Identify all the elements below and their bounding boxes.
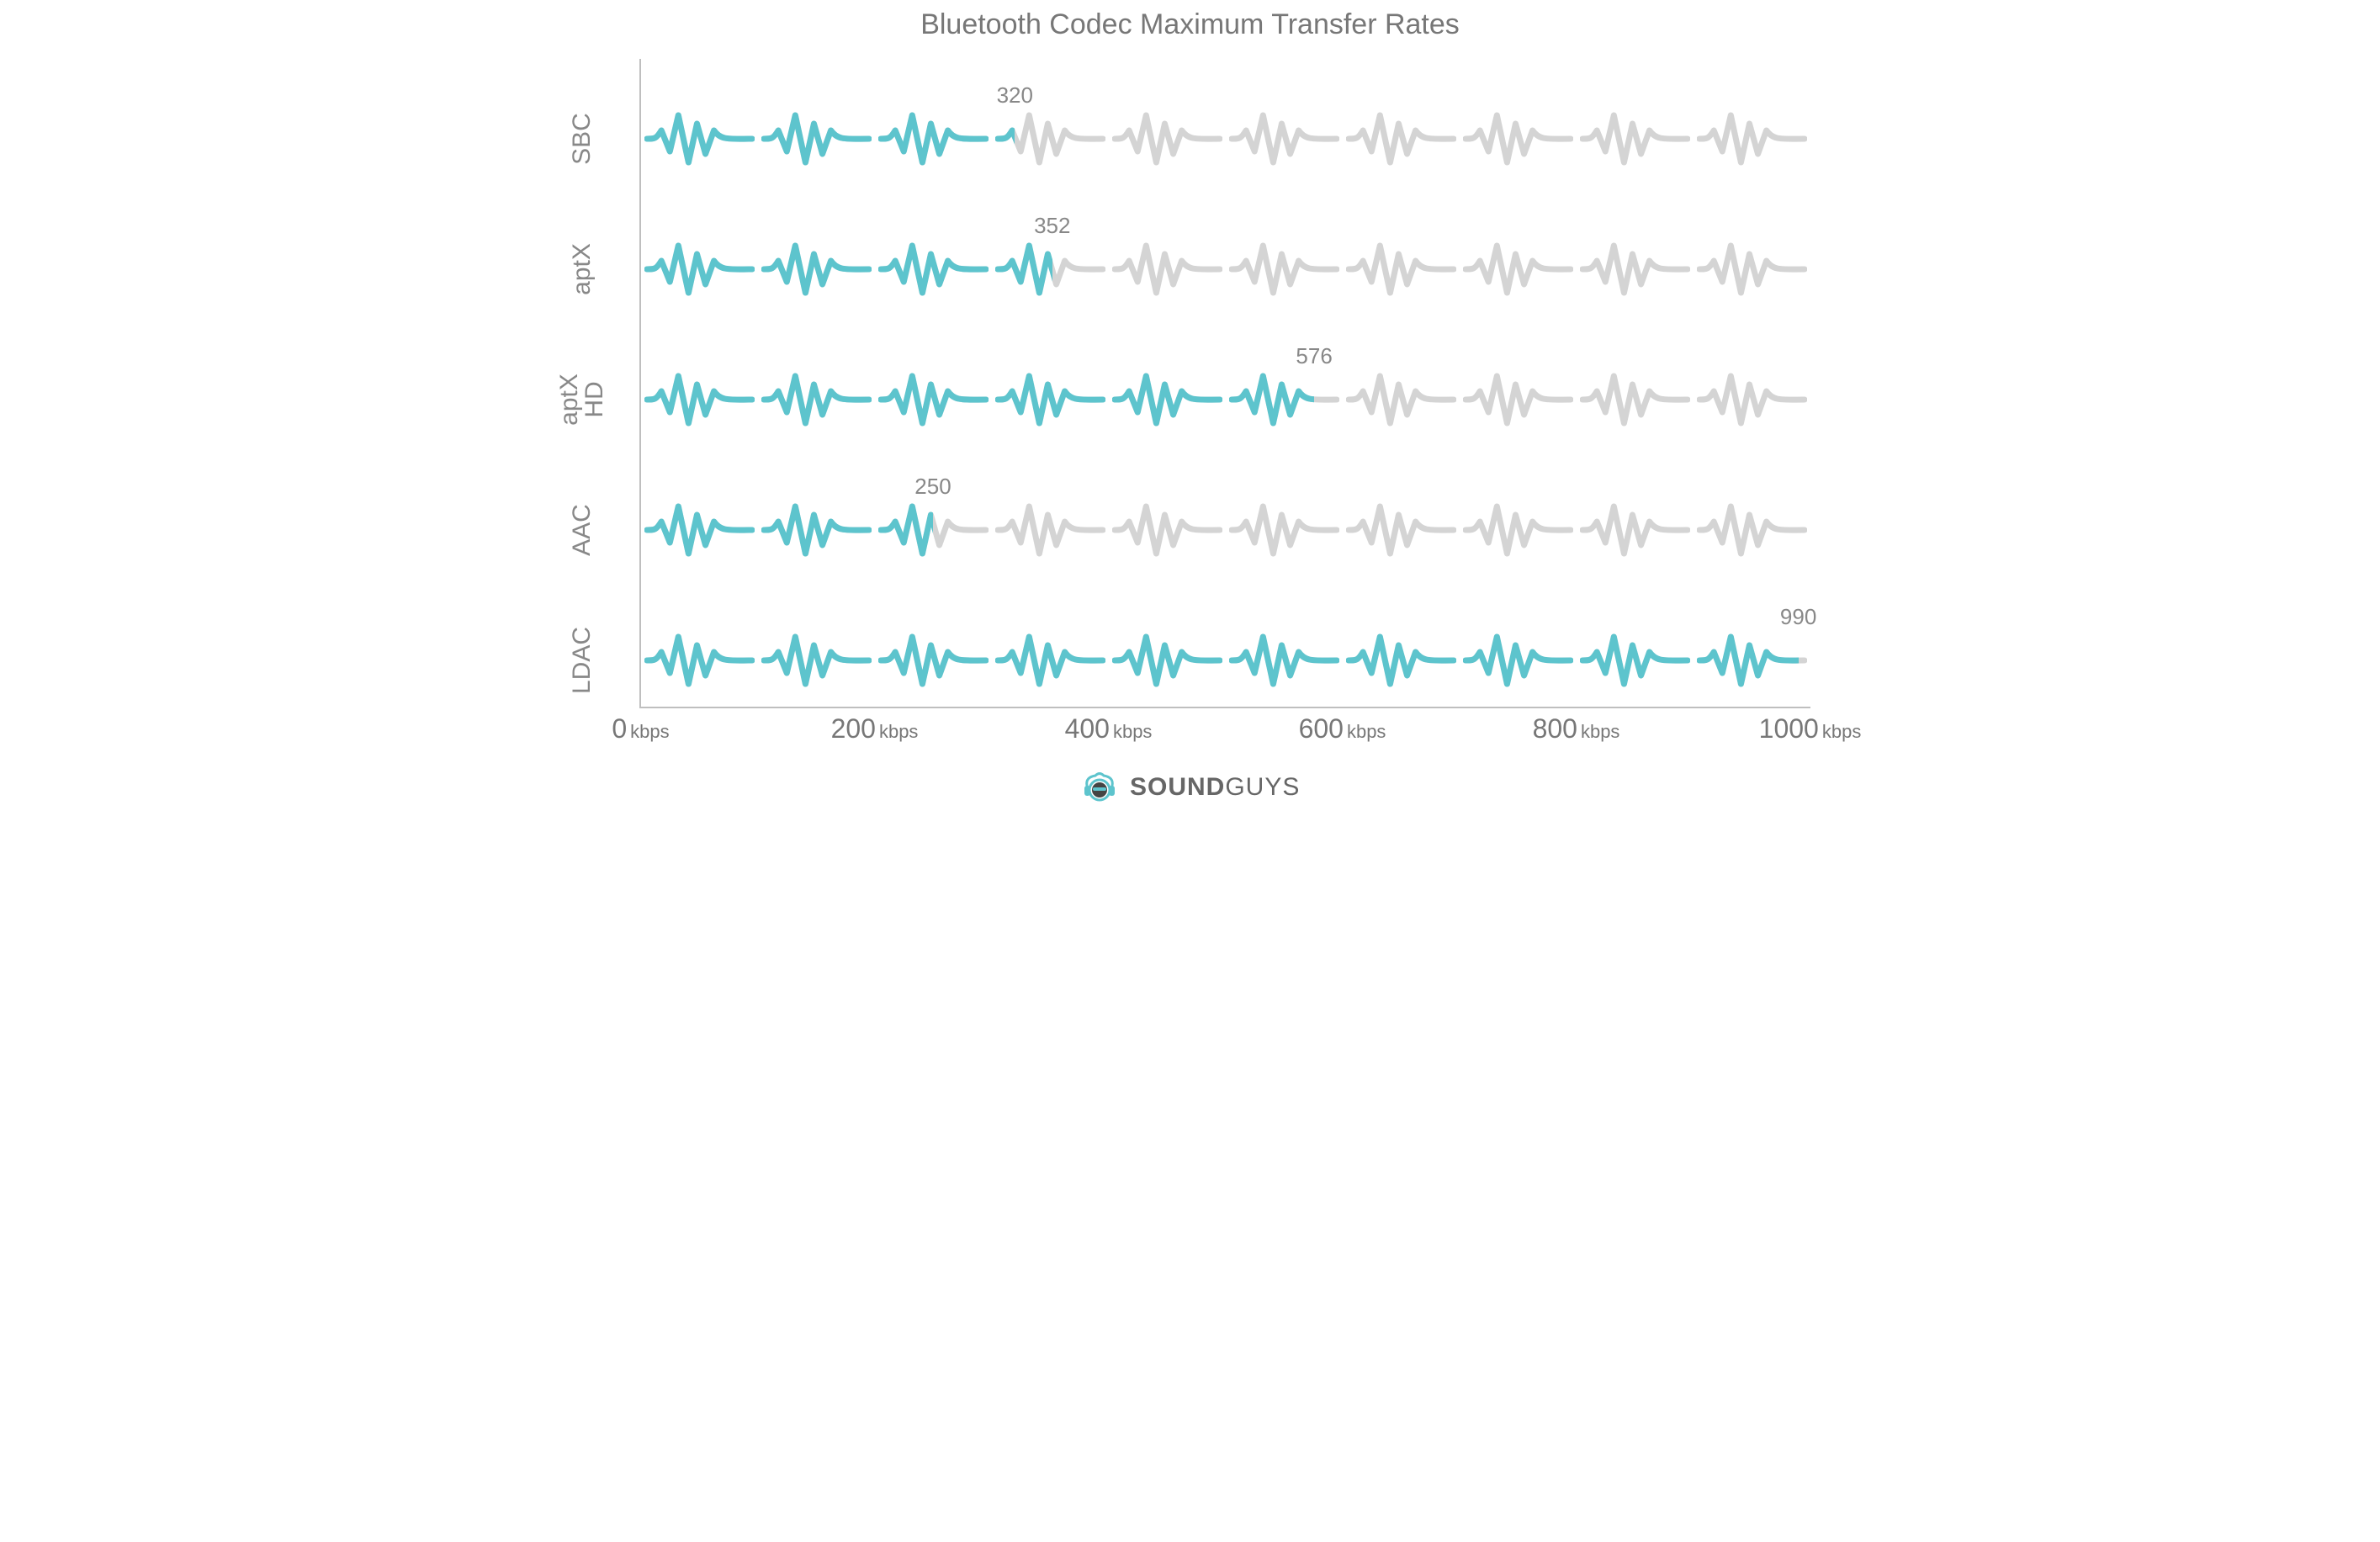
codec-row: aptXHD576 — [641, 353, 1810, 446]
wave-unit-active — [875, 627, 992, 694]
wave-unit-inactive — [1343, 236, 1460, 303]
y-axis-label: aptX — [568, 219, 596, 320]
wave-unit-active — [758, 366, 875, 433]
wave-unit-active — [641, 496, 758, 564]
wave-unit-inactive — [1226, 236, 1343, 303]
wave-unit-active — [875, 496, 992, 564]
y-axis-label: SBC — [568, 88, 596, 189]
wave-unit-active — [758, 236, 875, 303]
codec-row: SBC320 — [641, 93, 1810, 185]
wave-unit-inactive — [1694, 105, 1810, 172]
wave-unit-inactive — [1343, 496, 1460, 564]
wave-unit-inactive — [1694, 496, 1810, 564]
wave-unit-active — [1460, 627, 1577, 694]
wave-unit-inactive — [1226, 105, 1343, 172]
wave-unit-active — [1109, 627, 1226, 694]
logo-text-bold: SOUND — [1130, 773, 1225, 801]
wave-unit-active — [641, 366, 758, 433]
wave-unit-active — [1109, 366, 1226, 433]
wave-unit-active — [875, 105, 992, 172]
plot-area: SBC320 aptX352 — [639, 59, 1810, 708]
y-axis-label: aptXHD — [557, 349, 607, 450]
x-axis-tick: 0kbps — [612, 713, 669, 745]
x-axis-tick: 600kbps — [1299, 713, 1386, 745]
brand-logo: SOUNDGUYS — [559, 769, 1821, 808]
wave-unit-inactive — [1343, 105, 1460, 172]
wave-unit-inactive — [1577, 496, 1694, 564]
wave-unit-active — [992, 366, 1109, 433]
codec-row: AAC250 — [641, 484, 1810, 576]
wave-unit-inactive — [1226, 496, 1343, 564]
wave-unit-active — [1694, 627, 1810, 694]
codec-row: aptX352 — [641, 223, 1810, 315]
wave-unit-inactive — [1577, 236, 1694, 303]
wave-unit-active — [1343, 627, 1460, 694]
x-axis-tick: 1000kbps — [1759, 713, 1862, 745]
wave-unit-inactive — [1460, 236, 1577, 303]
wave-unit-active — [1577, 627, 1694, 694]
wave-unit-inactive — [1109, 496, 1226, 564]
codec-row: LDAC990 — [641, 614, 1810, 707]
codec-chart: Bluetooth Codec Maximum Transfer Rates S… — [559, 0, 1821, 816]
wave-unit-inactive — [1694, 366, 1810, 433]
wave-unit-active — [758, 496, 875, 564]
x-axis-tick: 800kbps — [1533, 713, 1620, 745]
wave-unit-active — [758, 105, 875, 172]
soundguys-icon — [1080, 769, 1119, 808]
logo-text-light: GUYS — [1225, 773, 1300, 801]
wave-unit-inactive — [1577, 366, 1694, 433]
wave-unit-active — [875, 236, 992, 303]
wave-unit-active — [992, 236, 1109, 303]
wave-unit-inactive — [1460, 105, 1577, 172]
y-axis-label: AAC — [568, 480, 596, 580]
x-axis-tick: 400kbps — [1065, 713, 1153, 745]
wave-unit-active — [641, 627, 758, 694]
wave-unit-inactive — [1694, 236, 1810, 303]
chart-title: Bluetooth Codec Maximum Transfer Rates — [559, 8, 1821, 41]
wave-unit-active — [641, 236, 758, 303]
wave-unit-active — [1226, 627, 1343, 694]
wave-unit-inactive — [1109, 236, 1226, 303]
wave-unit-active — [992, 627, 1109, 694]
wave-unit-inactive — [1460, 366, 1577, 433]
wave-unit-active — [641, 105, 758, 172]
wave-unit-active — [875, 366, 992, 433]
wave-unit-active — [992, 105, 1109, 172]
wave-unit-inactive — [1343, 366, 1460, 433]
wave-unit-active — [1226, 366, 1343, 433]
wave-unit-inactive — [1577, 105, 1694, 172]
x-axis-tick: 200kbps — [831, 713, 919, 745]
wave-unit-inactive — [992, 496, 1109, 564]
wave-unit-active — [758, 627, 875, 694]
wave-unit-inactive — [1109, 105, 1226, 172]
wave-unit-inactive — [1460, 496, 1577, 564]
y-axis-label: LDAC — [568, 610, 596, 711]
